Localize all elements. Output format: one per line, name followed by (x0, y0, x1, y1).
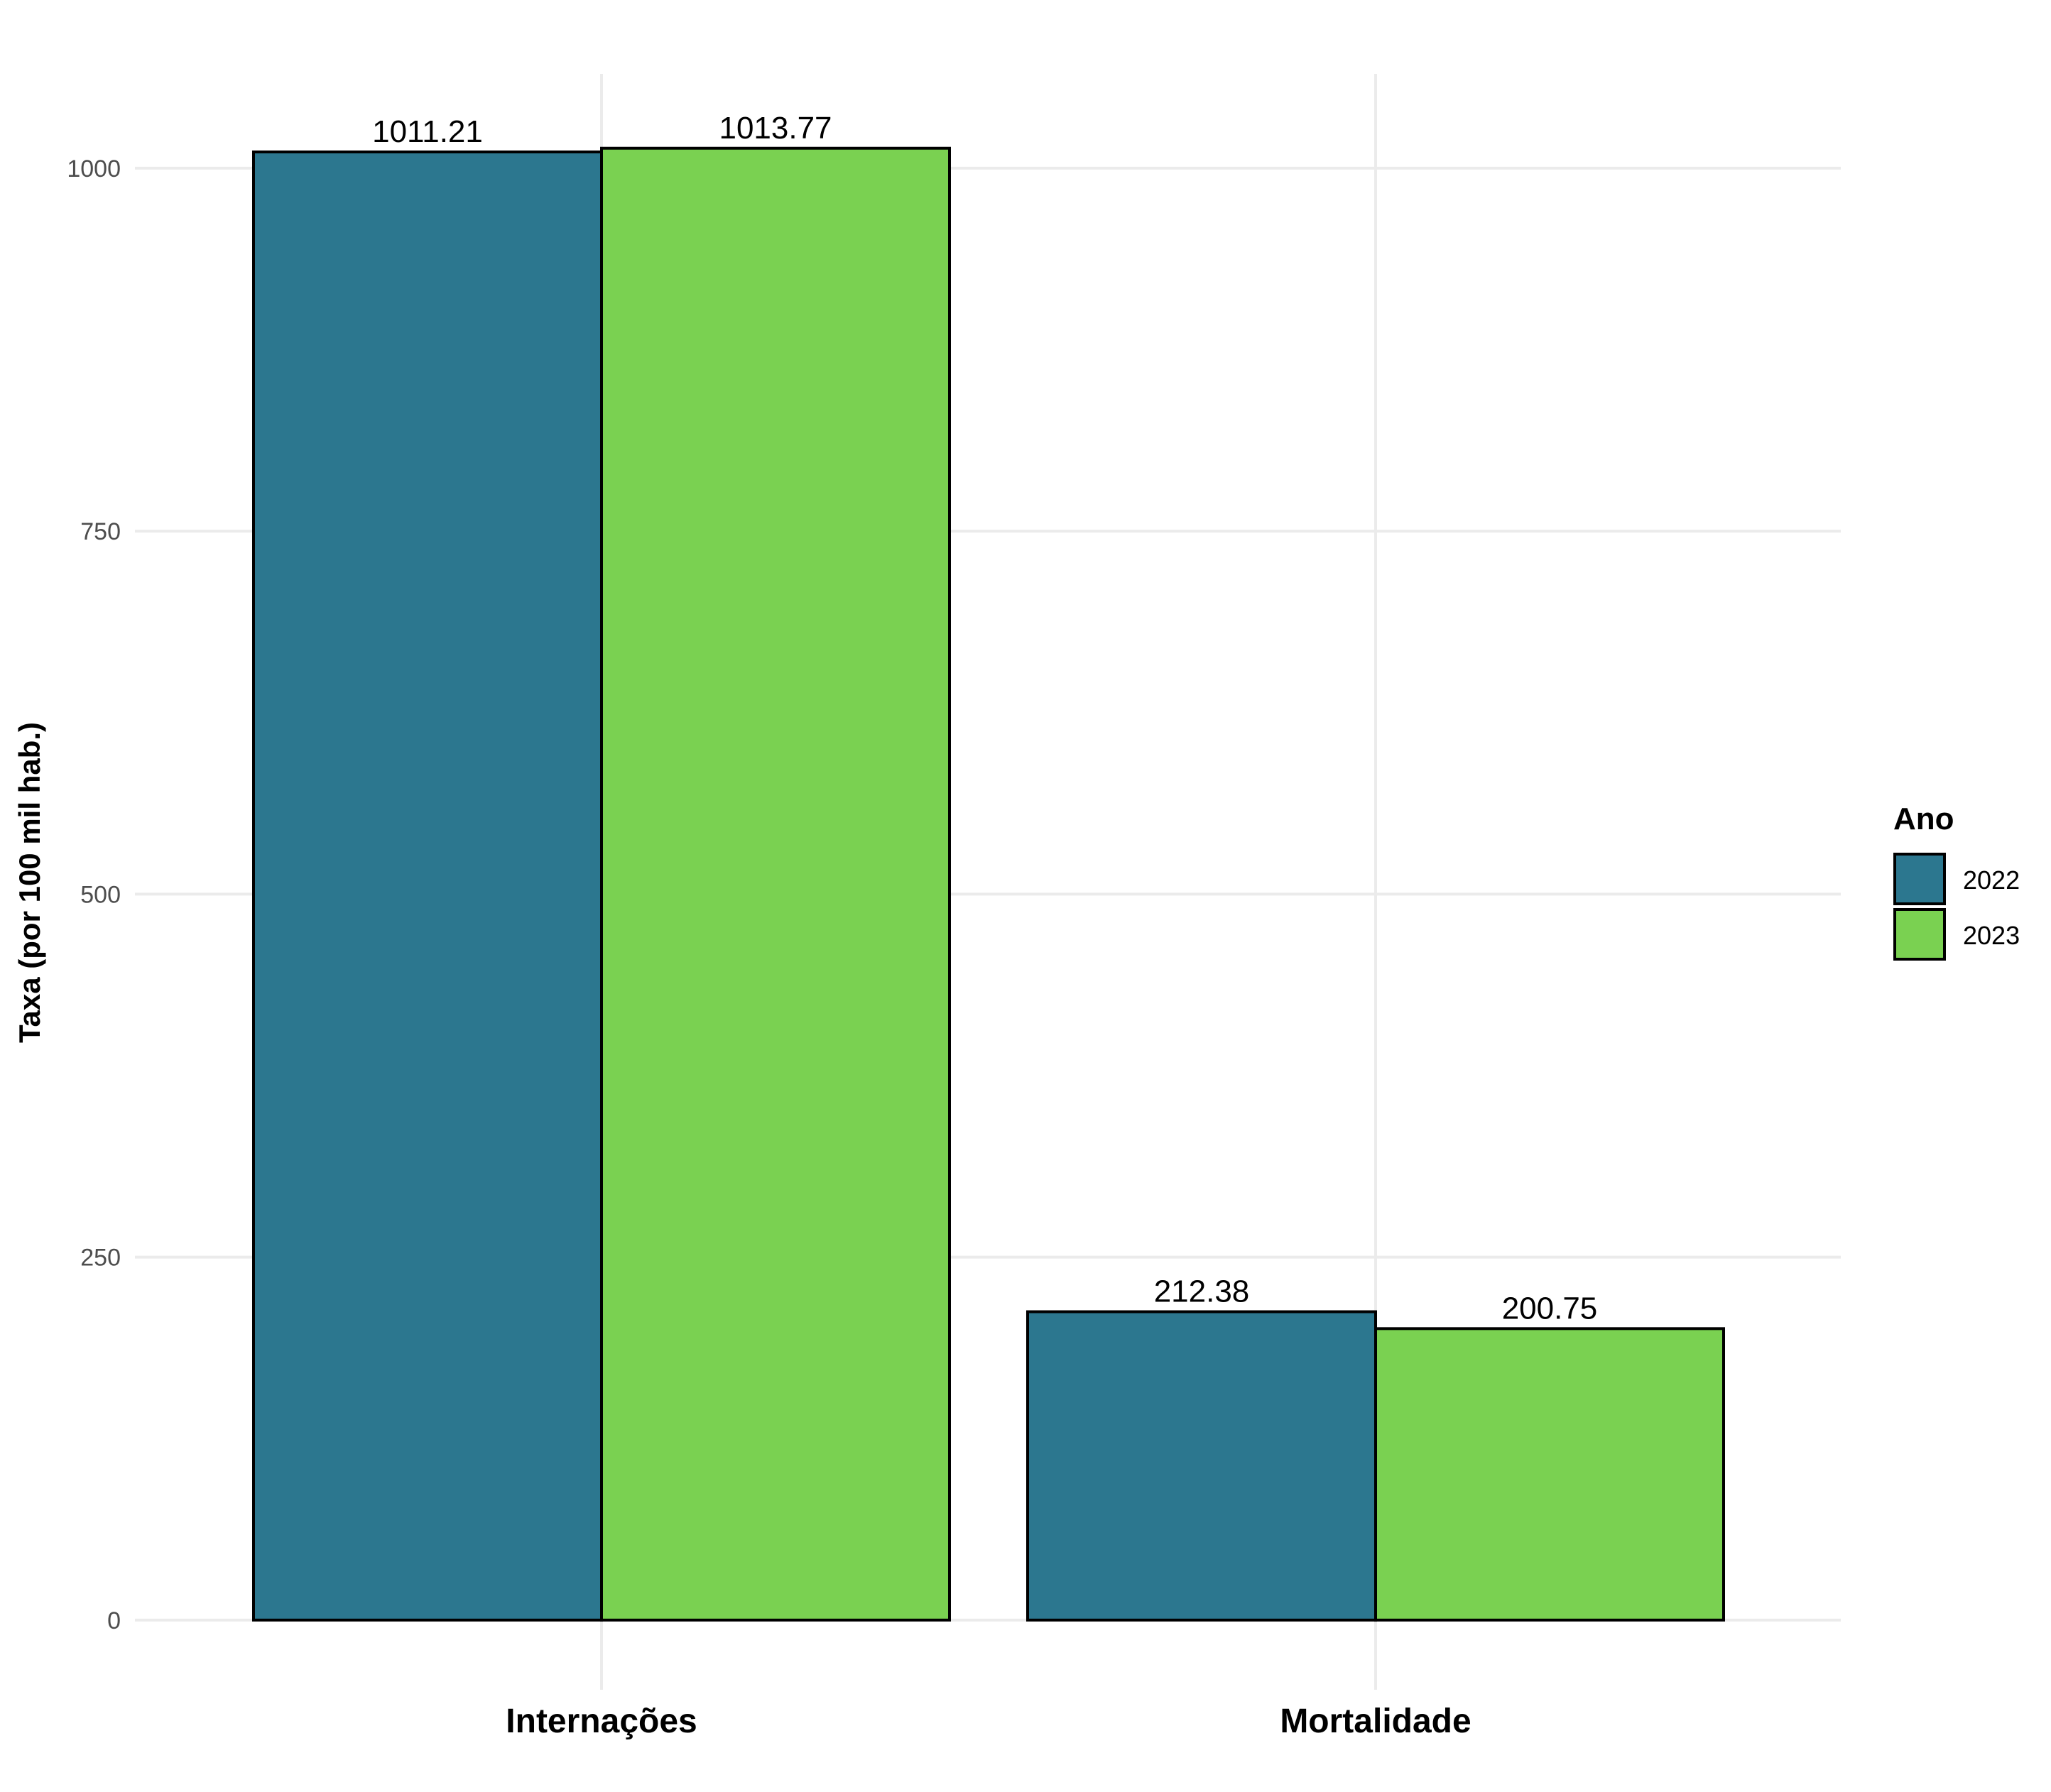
y-tick-label: 750 (80, 518, 121, 545)
legend-label-2023: 2023 (1963, 921, 2020, 950)
bar-2023-1 (1374, 1327, 1725, 1622)
data-label: 200.75 (1502, 1291, 1598, 1326)
data-label: 1011.21 (372, 114, 483, 149)
bar-2022-1 (1026, 1310, 1377, 1622)
legend: Ano 2022 2023 (1893, 802, 2020, 961)
legend-title: Ano (1893, 802, 1954, 836)
y-tick-label: 250 (80, 1245, 121, 1272)
y-tick-label: 500 (80, 881, 121, 908)
data-label: 1013.77 (719, 111, 832, 146)
y-tick-label: 0 (107, 1607, 121, 1634)
legend-key-2023 (1893, 908, 1946, 961)
data-label: 212.38 (1154, 1274, 1250, 1309)
axes: 0 250 500 750 1000 Internações Mortalidade (67, 155, 1471, 1740)
legend-label-2022: 2022 (1963, 865, 2020, 895)
y-axis-title: Taxa (por 100 mil hab.) (13, 722, 46, 1043)
data-labels: 1011.21 212.38 1013.77 200.75 (372, 111, 1597, 1326)
x-tick-label: Mortalidade (1280, 1703, 1471, 1740)
bar-2022-0 (252, 150, 603, 1622)
bars (252, 146, 1725, 1622)
legend-key-2022 (1893, 853, 1946, 905)
x-tick-label: Internações (506, 1703, 697, 1740)
y-tick-label: 1000 (67, 155, 121, 182)
bar-2023-0 (600, 146, 951, 1622)
